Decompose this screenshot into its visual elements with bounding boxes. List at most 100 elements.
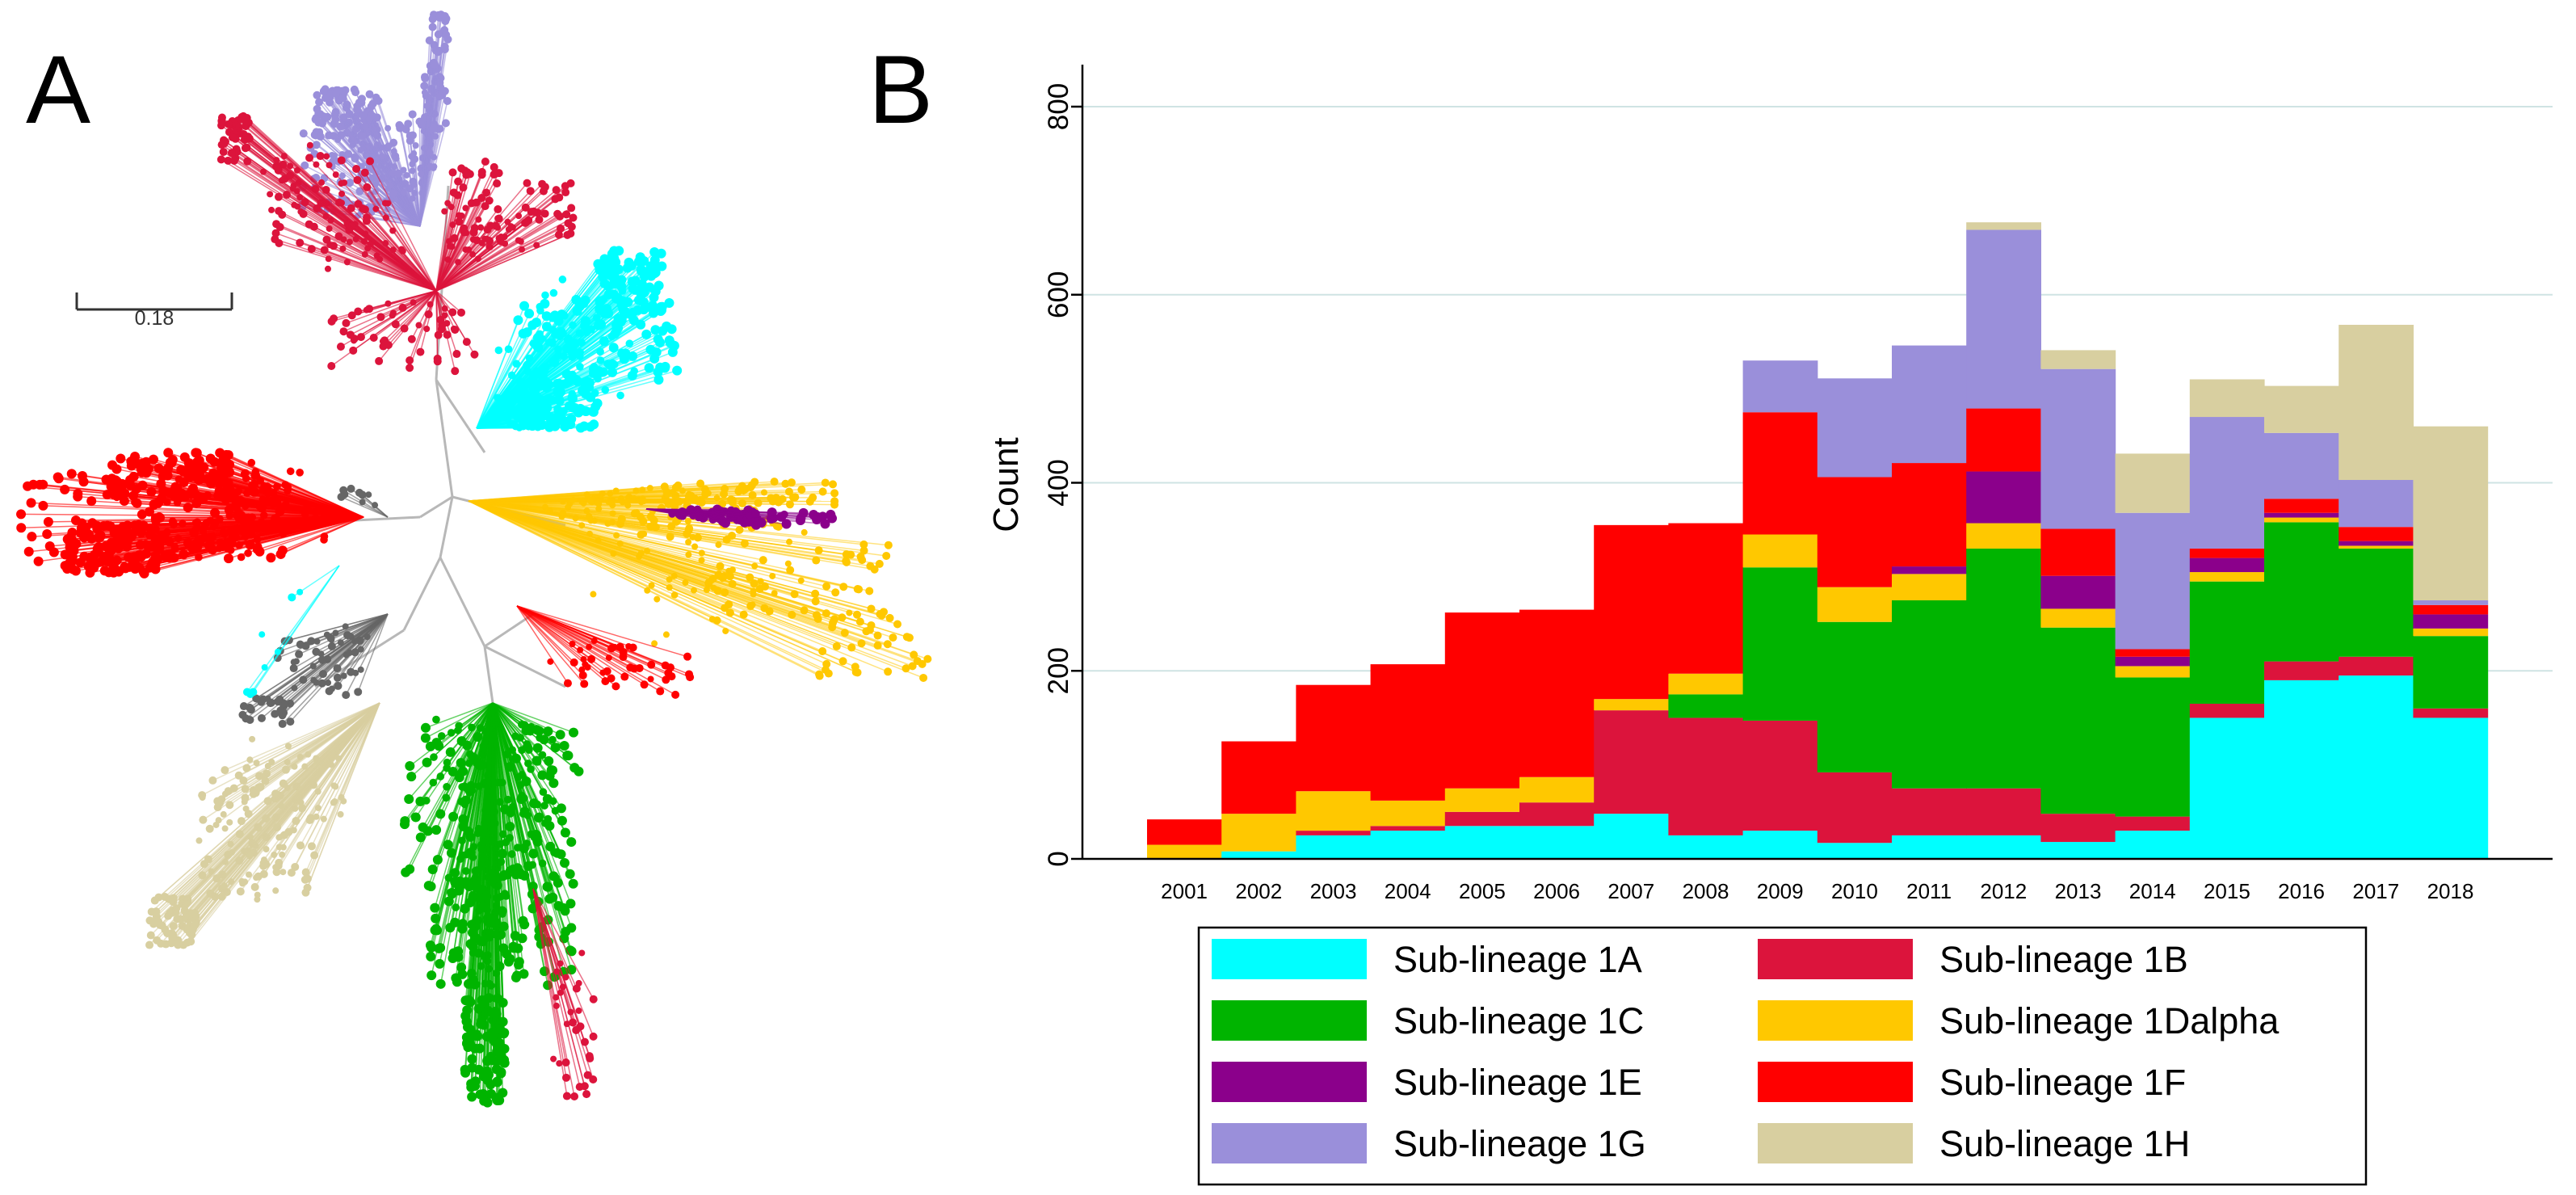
bar-segment-sub-lineage-1dalpha-2010 xyxy=(1817,587,1893,622)
tip-node xyxy=(572,984,581,993)
clade-branch xyxy=(149,702,380,946)
tip-node xyxy=(569,213,578,222)
tip-node xyxy=(544,755,554,766)
tip-node xyxy=(588,406,599,417)
tip-node xyxy=(339,486,348,494)
tip-node xyxy=(225,801,234,810)
tip-node xyxy=(509,943,519,953)
tip-node xyxy=(832,642,841,650)
tip-node xyxy=(192,497,200,506)
clade-branch xyxy=(468,500,700,518)
tip-node xyxy=(287,869,296,877)
tip-node xyxy=(882,551,891,560)
tip-node xyxy=(605,654,612,662)
tip-node xyxy=(556,803,566,814)
tip-node xyxy=(548,312,558,322)
bar-segment-sub-lineage-1dalpha-2013 xyxy=(2040,608,2116,628)
tip-node xyxy=(826,509,836,520)
clade-branch xyxy=(425,702,494,729)
tip-node xyxy=(386,142,393,149)
tip-node xyxy=(208,776,217,785)
tip-node xyxy=(143,464,153,474)
clade-branch xyxy=(373,290,437,339)
tip-node xyxy=(713,587,722,595)
tip-node xyxy=(375,356,384,365)
clade-branch xyxy=(461,702,494,742)
panel-b-label: B xyxy=(868,36,933,144)
clade-branch xyxy=(78,495,364,518)
tip-node xyxy=(557,415,568,426)
tip-node xyxy=(452,350,461,359)
clade-branch xyxy=(341,160,437,292)
clade-branch xyxy=(425,702,494,739)
clade-branch xyxy=(492,702,551,827)
tip-node xyxy=(550,1055,557,1062)
tip-node xyxy=(237,553,246,562)
tip-node xyxy=(548,421,557,429)
clade-branch xyxy=(107,516,364,527)
tip-node xyxy=(254,896,261,903)
tip-node xyxy=(587,498,595,505)
tip-node xyxy=(73,491,83,502)
tip-node xyxy=(333,673,342,682)
tip-node xyxy=(306,141,313,149)
bar-segment-sub-lineage-1b-2018 xyxy=(2413,708,2489,718)
tip-node xyxy=(430,925,440,936)
tip-node xyxy=(507,404,516,413)
tree-branch xyxy=(402,557,442,631)
clade-branch xyxy=(346,290,437,324)
tip-node xyxy=(378,153,385,160)
tip-node xyxy=(146,931,155,940)
tip-node xyxy=(406,772,417,782)
tip-node xyxy=(582,1090,591,1099)
tree-branch xyxy=(435,379,470,429)
tip-node xyxy=(317,679,326,688)
tip-node xyxy=(453,946,464,957)
bar-segment-sub-lineage-1dalpha-2015 xyxy=(2189,572,2265,582)
tip-node xyxy=(473,829,482,838)
tip-node xyxy=(215,448,225,458)
tip-node xyxy=(404,120,413,128)
tree-branch xyxy=(484,612,534,648)
tip-node xyxy=(569,763,580,773)
tip-node xyxy=(221,825,229,832)
tip-node xyxy=(494,1024,505,1034)
clade-branch xyxy=(532,888,578,989)
clade-branch xyxy=(468,499,694,502)
tip-node xyxy=(276,706,285,715)
tip-node xyxy=(481,202,490,211)
bar-segment-sub-lineage-1g-2012 xyxy=(1966,229,2041,409)
tip-node xyxy=(477,193,486,202)
tip-node xyxy=(451,326,460,335)
tip-node xyxy=(425,940,435,951)
legend-label: Sub-lineage 1Dalpha xyxy=(1939,1000,2280,1041)
tip-node xyxy=(842,550,851,559)
tip-node xyxy=(460,903,470,914)
tip-node xyxy=(548,765,558,776)
clade-branch xyxy=(468,500,763,561)
tip-node xyxy=(465,1039,476,1050)
tree-scale-bar: 0.18 xyxy=(75,292,233,330)
tip-node xyxy=(603,360,611,368)
tip-node xyxy=(400,816,410,827)
tip-node xyxy=(635,663,644,672)
tip-node xyxy=(589,995,598,1004)
clade-branch xyxy=(245,147,437,292)
tip-node xyxy=(280,153,288,160)
tip-node xyxy=(648,267,658,278)
clade-branch xyxy=(476,411,542,429)
clade-branch xyxy=(332,161,421,227)
tip-node xyxy=(337,156,346,165)
clade-unassigned xyxy=(238,613,389,728)
tip-node xyxy=(242,764,251,772)
legend-swatch-sub-lineage-1h xyxy=(1758,1123,1913,1163)
tip-node xyxy=(309,222,318,231)
tip-node xyxy=(443,839,453,850)
clade-branch xyxy=(435,290,462,313)
tip-node xyxy=(679,487,687,494)
clade-branch xyxy=(468,500,717,621)
clade-branch xyxy=(419,128,441,227)
y-axis-title: Count xyxy=(986,437,1026,532)
tip-node xyxy=(570,1092,579,1100)
tip-node xyxy=(519,969,529,979)
